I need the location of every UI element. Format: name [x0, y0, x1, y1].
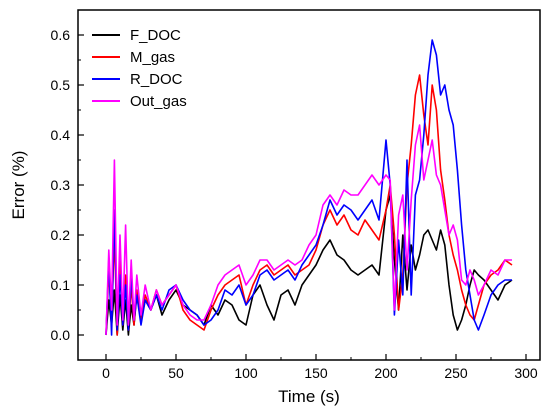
series-layer	[105, 39, 513, 336]
legend-label: M_gas	[130, 49, 175, 66]
axes-layer: 0 50 100 150 200 250 300 0.0 0.1 0.2 0.3 0.4 0.5 0.6	[51, 9, 538, 381]
legend-item: Out_gas	[92, 93, 187, 110]
x-tick-label: 200	[374, 365, 398, 381]
y-tick-label: 0.1	[51, 277, 71, 293]
legend-label: Out_gas	[130, 93, 187, 110]
legend: F_DOC M_gas R_DOC Out_gas	[92, 27, 187, 110]
series-line-r-doc	[105, 39, 512, 336]
y-tick-label: 0.4	[51, 127, 71, 143]
x-tick-label: 100	[234, 365, 258, 381]
legend-label: F_DOC	[130, 27, 181, 44]
y-tick-label: 0.6	[51, 27, 71, 43]
y-tick-label: 0.0	[51, 327, 71, 343]
legend-item: M_gas	[92, 49, 175, 66]
y-tick-label: 0.2	[51, 227, 71, 243]
series-line-out-gas	[105, 124, 512, 336]
y-tick-label: 0.5	[51, 77, 71, 93]
series-line-m-gas	[105, 74, 513, 336]
legend-item: R_DOC	[92, 71, 183, 88]
x-axis-title: Time (s)	[278, 387, 340, 406]
y-tick-label: 0.3	[51, 177, 71, 193]
y-axis-title: Error (%)	[9, 151, 28, 220]
legend-item: F_DOC	[92, 27, 181, 44]
x-tick-label: 150	[304, 365, 328, 381]
x-tick-label: 300	[514, 365, 538, 381]
x-tick-label: 0	[102, 365, 110, 381]
x-tick-label: 50	[168, 365, 184, 381]
legend-label: R_DOC	[130, 71, 183, 88]
x-tick-label: 250	[444, 365, 468, 381]
